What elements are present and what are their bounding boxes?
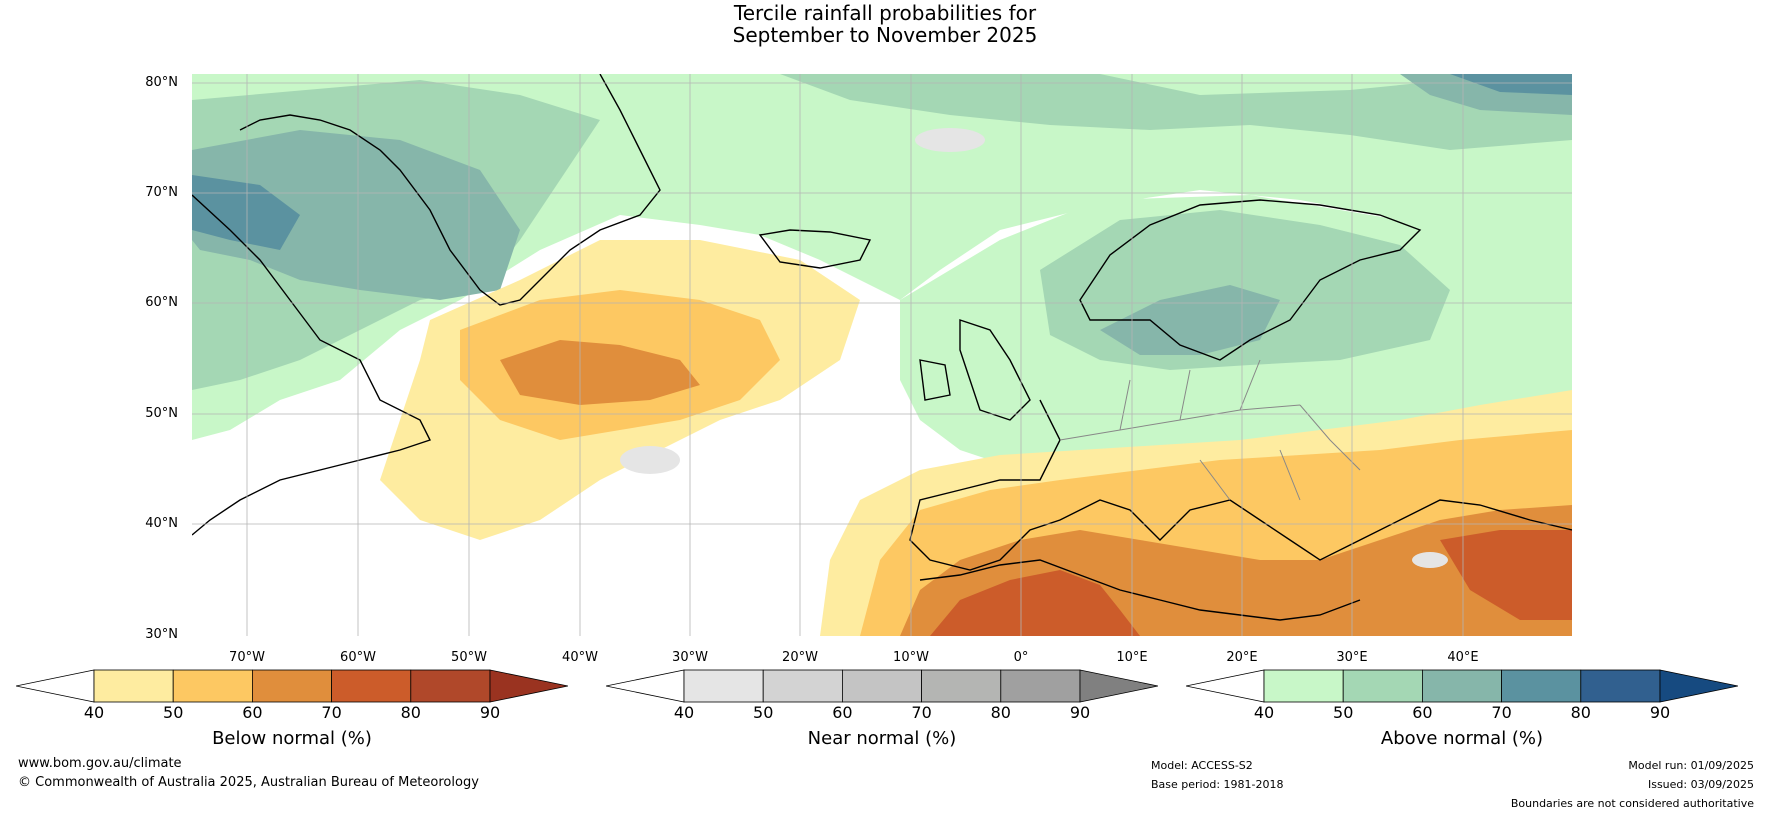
lon-label-40e: 40°E [1447, 650, 1479, 665]
colorbar-segment [841, 669, 922, 703]
colorbar-segment [683, 669, 764, 703]
lon-label-30e: 30°E [1336, 650, 1368, 665]
colorbar-below-title: Below normal (%) [212, 728, 372, 749]
colorbar-tick-label: 80 [401, 703, 421, 722]
colorbar-extend-low [16, 669, 95, 703]
colorbar-segment [921, 669, 1002, 703]
above-normal-region-greenland-80 [192, 175, 300, 250]
colorbar-near-title: Near normal (%) [807, 728, 957, 749]
lon-label-40w: 40°W [562, 650, 598, 665]
colorbar-extend-low [1186, 669, 1265, 703]
footer-model-run: Model run: 01/09/2025 [1628, 759, 1754, 772]
lon-label-30w: 30°W [672, 650, 708, 665]
footer-copyright: © Commonwealth of Australia 2025, Austra… [18, 775, 479, 790]
above-normal-region-arctic-80 [1450, 74, 1572, 95]
colorbar-tick-label: 40 [1254, 703, 1274, 722]
colorbar-segment [172, 669, 253, 703]
lat-label-80n: 80°N [145, 75, 178, 90]
below-normal-region-atlantic-70 [500, 340, 700, 405]
lon-label-0: 0° [1013, 650, 1029, 665]
lat-label-50n: 50°N [145, 406, 178, 421]
colorbar-segment [1421, 669, 1502, 703]
colorbar-tick-label: 60 [832, 703, 852, 722]
near-normal-patch [915, 128, 985, 152]
lat-label-30n: 30°N [145, 627, 178, 642]
lon-label-10w: 10°W [893, 650, 929, 665]
colorbar-tick-label: 80 [1571, 703, 1591, 722]
above-normal-region-greenland-70 [192, 130, 520, 300]
colorbar-extend-low [606, 669, 685, 703]
footer-model: Model: ACCESS-S2 [1151, 759, 1253, 772]
colorbar-segment [1000, 669, 1081, 703]
colorbar-tick-label: 90 [1650, 703, 1670, 722]
above-normal-region-scandinavia-70 [1100, 285, 1280, 355]
colorbar-tick-label: 40 [674, 703, 694, 722]
lat-label-70n: 70°N [145, 185, 178, 200]
colorbar-extend-high [1659, 669, 1738, 703]
colorbar-tick-label: 60 [1412, 703, 1432, 722]
colorbar-tick-label: 70 [911, 703, 931, 722]
colorbar-segment [1263, 669, 1344, 703]
lat-label-40n: 40°N [145, 516, 178, 531]
colorbar-tick-label: 90 [1070, 703, 1090, 722]
colorbar-tick-label: 50 [1333, 703, 1353, 722]
footer-issued: Issued: 03/09/2025 [1647, 778, 1754, 791]
near-normal-patch [620, 446, 680, 474]
below-normal-region-africa-80 [930, 570, 1140, 636]
map-title-line1: Tercile rainfall probabilities for [733, 1, 1037, 25]
colorbar-segment [1342, 669, 1423, 703]
colorbar-tick-label: 70 [1491, 703, 1511, 722]
colorbar-segment [1580, 669, 1661, 703]
colorbar-segment [331, 669, 412, 703]
colorbar-segment [1501, 669, 1582, 703]
coastline-europe [909, 399, 1572, 571]
lon-label-20e: 20°E [1226, 650, 1258, 665]
colorbar-segment [93, 669, 174, 703]
colorbar-segment [762, 669, 843, 703]
colorbar-below-normal: 40 50 60 70 80 90 [16, 669, 568, 722]
coastline-scandinavia [1079, 199, 1422, 361]
colorbar-tick-label: 50 [753, 703, 773, 722]
lon-label-10e: 10°E [1116, 650, 1148, 665]
coastline-canada [192, 194, 431, 536]
above-normal-region-arctic [780, 74, 1572, 150]
map-title-line2: September to November 2025 [732, 23, 1038, 47]
coastline-britain [919, 319, 1031, 421]
colorbar-above-normal: 40 50 60 70 80 90 [1186, 669, 1738, 722]
colorbar-above-title: Above normal (%) [1380, 728, 1544, 749]
colorbar-extend-high [489, 669, 568, 703]
colorbar-extend-high [1079, 669, 1158, 703]
colorbar-tick-label: 90 [480, 703, 500, 722]
colorbar-tick-label: 40 [84, 703, 104, 722]
colorbar-segment [251, 669, 332, 703]
lon-label-60w: 60°W [340, 650, 376, 665]
footer-website: www.bom.gov.au/climate [18, 756, 182, 771]
footer-disclaimer: Boundaries are not considered authoritat… [1510, 797, 1754, 810]
coastline-greenland [239, 74, 661, 306]
lon-label-70w: 70°W [229, 650, 265, 665]
colorbar-near-normal: 40 50 60 70 80 90 [606, 669, 1158, 722]
borders-europe [1059, 359, 1361, 501]
colorbar-tick-label: 80 [991, 703, 1011, 722]
lon-label-20w: 20°W [782, 650, 818, 665]
coastline-iceland [758, 229, 872, 269]
colorbar-tick-label: 50 [163, 703, 183, 722]
lon-label-50w: 50°W [451, 650, 487, 665]
footer-base-period: Base period: 1981-2018 [1151, 778, 1284, 791]
map-area [192, 74, 1572, 636]
map-grid [192, 74, 1572, 636]
near-normal-patch [1412, 552, 1448, 568]
colorbar-tick-label: 60 [242, 703, 262, 722]
colorbar-tick-label: 70 [321, 703, 341, 722]
below-normal-region-middleeast-80 [1440, 530, 1572, 620]
coastline-northafrica [919, 559, 1361, 621]
lat-label-60n: 60°N [145, 295, 178, 310]
colorbar-segment [410, 669, 491, 703]
